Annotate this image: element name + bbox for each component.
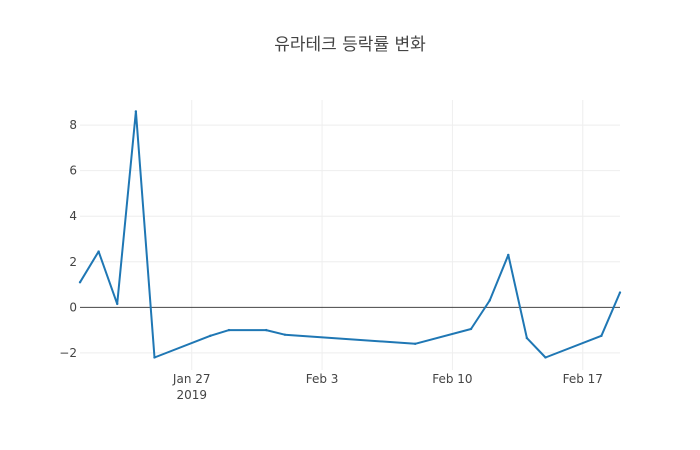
data-point (488, 299, 491, 302)
series-layer (78, 110, 622, 359)
data-point (600, 334, 603, 338)
data-point (153, 356, 156, 359)
data-point (116, 302, 119, 306)
data-point (97, 250, 100, 253)
data-point (78, 281, 82, 284)
grid (80, 100, 620, 370)
x-tick-label: Feb 17 (563, 372, 603, 386)
x-axis-ticks: Jan 27 2019 Feb 3 Feb 10 Feb 17 (172, 372, 603, 402)
data-point (469, 327, 473, 331)
data-point (507, 253, 510, 257)
x-tick-sublabel: 2019 (176, 388, 207, 402)
data-point (134, 110, 138, 113)
series-line (79, 110, 621, 359)
x-tick-label: Feb 3 (306, 372, 339, 386)
chart-title: 유라테크 등락률 변화 (274, 35, 426, 55)
x-tick-label: Jan 27 (172, 372, 211, 386)
data-point (209, 334, 212, 338)
data-point (283, 333, 287, 336)
y-tick-label: 6 (69, 164, 77, 178)
y-tick-label: −2 (59, 346, 77, 360)
data-point (227, 328, 231, 332)
data-point (265, 328, 268, 332)
x-tick-label: Feb 10 (432, 372, 472, 386)
y-tick-label: 4 (69, 209, 77, 223)
data-point (413, 342, 417, 345)
y-axis-ticks: −2 0 2 4 6 8 (59, 118, 77, 360)
data-point (525, 336, 529, 340)
y-tick-label: 0 (69, 300, 77, 314)
data-point (544, 356, 547, 359)
y-tick-label: 2 (69, 255, 77, 269)
y-tick-label: 8 (69, 118, 77, 132)
data-point (618, 291, 622, 294)
